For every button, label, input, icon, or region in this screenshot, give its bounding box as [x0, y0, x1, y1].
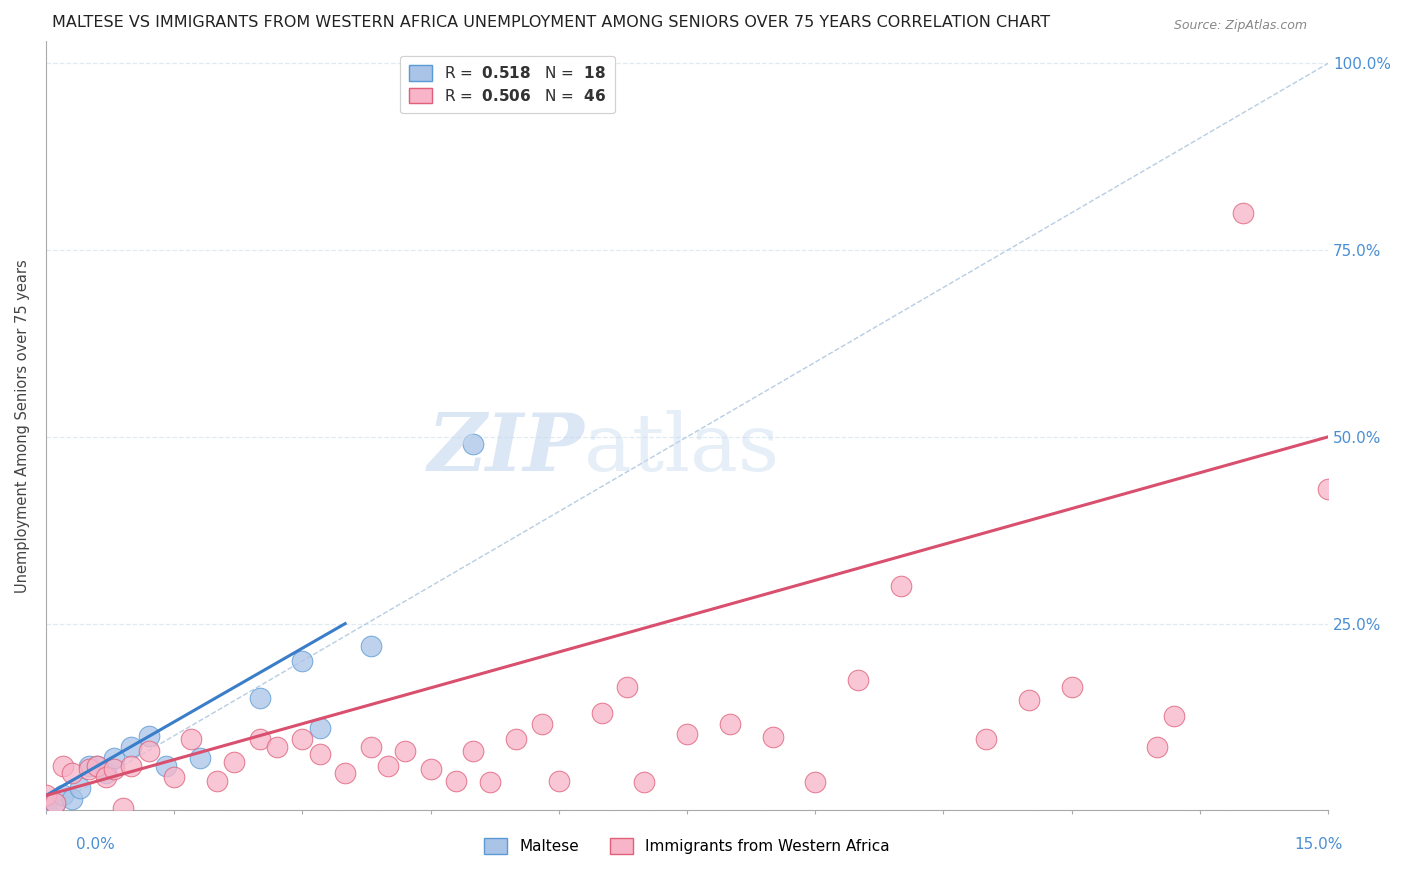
Point — [77, 762, 100, 776]
Text: 15.0%: 15.0% — [1295, 838, 1343, 852]
Point — [1146, 739, 1168, 754]
Point — [463, 437, 485, 451]
Point — [633, 775, 655, 789]
Point — [103, 751, 125, 765]
Point — [120, 758, 142, 772]
Point — [446, 773, 468, 788]
Text: atlas: atlas — [585, 409, 779, 488]
Point — [222, 755, 245, 769]
Text: Source: ZipAtlas.com: Source: ZipAtlas.com — [1174, 20, 1308, 32]
Text: MALTESE VS IMMIGRANTS FROM WESTERN AFRICA UNEMPLOYMENT AMONG SENIORS OVER 75 YEA: MALTESE VS IMMIGRANTS FROM WESTERN AFRIC… — [52, 15, 1050, 30]
Point — [249, 691, 271, 706]
Point — [60, 792, 83, 806]
Legend: R =  $\mathbf{0.518}$   N =  $\mathbf{18}$, R =  $\mathbf{0.506}$   N =  $\mathb: R = $\mathbf{0.518}$ N = $\mathbf{18}$, … — [399, 56, 616, 112]
Point — [77, 758, 100, 772]
Point — [103, 762, 125, 776]
Point — [69, 780, 91, 795]
Point — [676, 727, 699, 741]
Point — [890, 579, 912, 593]
Point — [163, 770, 186, 784]
Point — [120, 739, 142, 754]
Point — [804, 775, 827, 789]
Point — [308, 721, 330, 735]
Point — [974, 732, 997, 747]
Point — [35, 789, 58, 803]
Point — [1232, 205, 1254, 219]
Point — [530, 717, 553, 731]
Point — [86, 758, 108, 772]
Point — [394, 744, 416, 758]
Point — [249, 732, 271, 747]
Point — [94, 766, 117, 780]
Point — [44, 796, 66, 810]
Point — [1163, 709, 1185, 723]
Point — [205, 773, 228, 788]
Point — [52, 758, 75, 772]
Point — [846, 673, 869, 687]
Point — [138, 729, 160, 743]
Point — [155, 758, 177, 772]
Point — [718, 717, 741, 731]
Point — [463, 744, 485, 758]
Point — [547, 773, 569, 788]
Point — [291, 654, 314, 668]
Point — [1317, 482, 1340, 496]
Point — [333, 766, 356, 780]
Point — [1060, 680, 1083, 694]
Point — [291, 732, 314, 747]
Point — [1018, 693, 1040, 707]
Point — [86, 758, 108, 772]
Point — [60, 766, 83, 780]
Point — [44, 796, 66, 810]
Y-axis label: Unemployment Among Seniors over 75 years: Unemployment Among Seniors over 75 years — [15, 259, 30, 592]
Point — [94, 770, 117, 784]
Point — [308, 747, 330, 762]
Point — [35, 799, 58, 814]
Point — [479, 775, 502, 789]
Point — [377, 758, 399, 772]
Point — [505, 732, 527, 747]
Text: ZIP: ZIP — [427, 410, 585, 487]
Point — [419, 762, 441, 776]
Point — [761, 730, 783, 744]
Point — [138, 744, 160, 758]
Point — [360, 739, 382, 754]
Point — [591, 706, 613, 721]
Point — [266, 739, 288, 754]
Point — [360, 639, 382, 653]
Point — [616, 680, 638, 694]
Text: 0.0%: 0.0% — [76, 838, 115, 852]
Point — [111, 801, 134, 815]
Point — [188, 751, 211, 765]
Point — [180, 732, 202, 747]
Point — [52, 789, 75, 803]
